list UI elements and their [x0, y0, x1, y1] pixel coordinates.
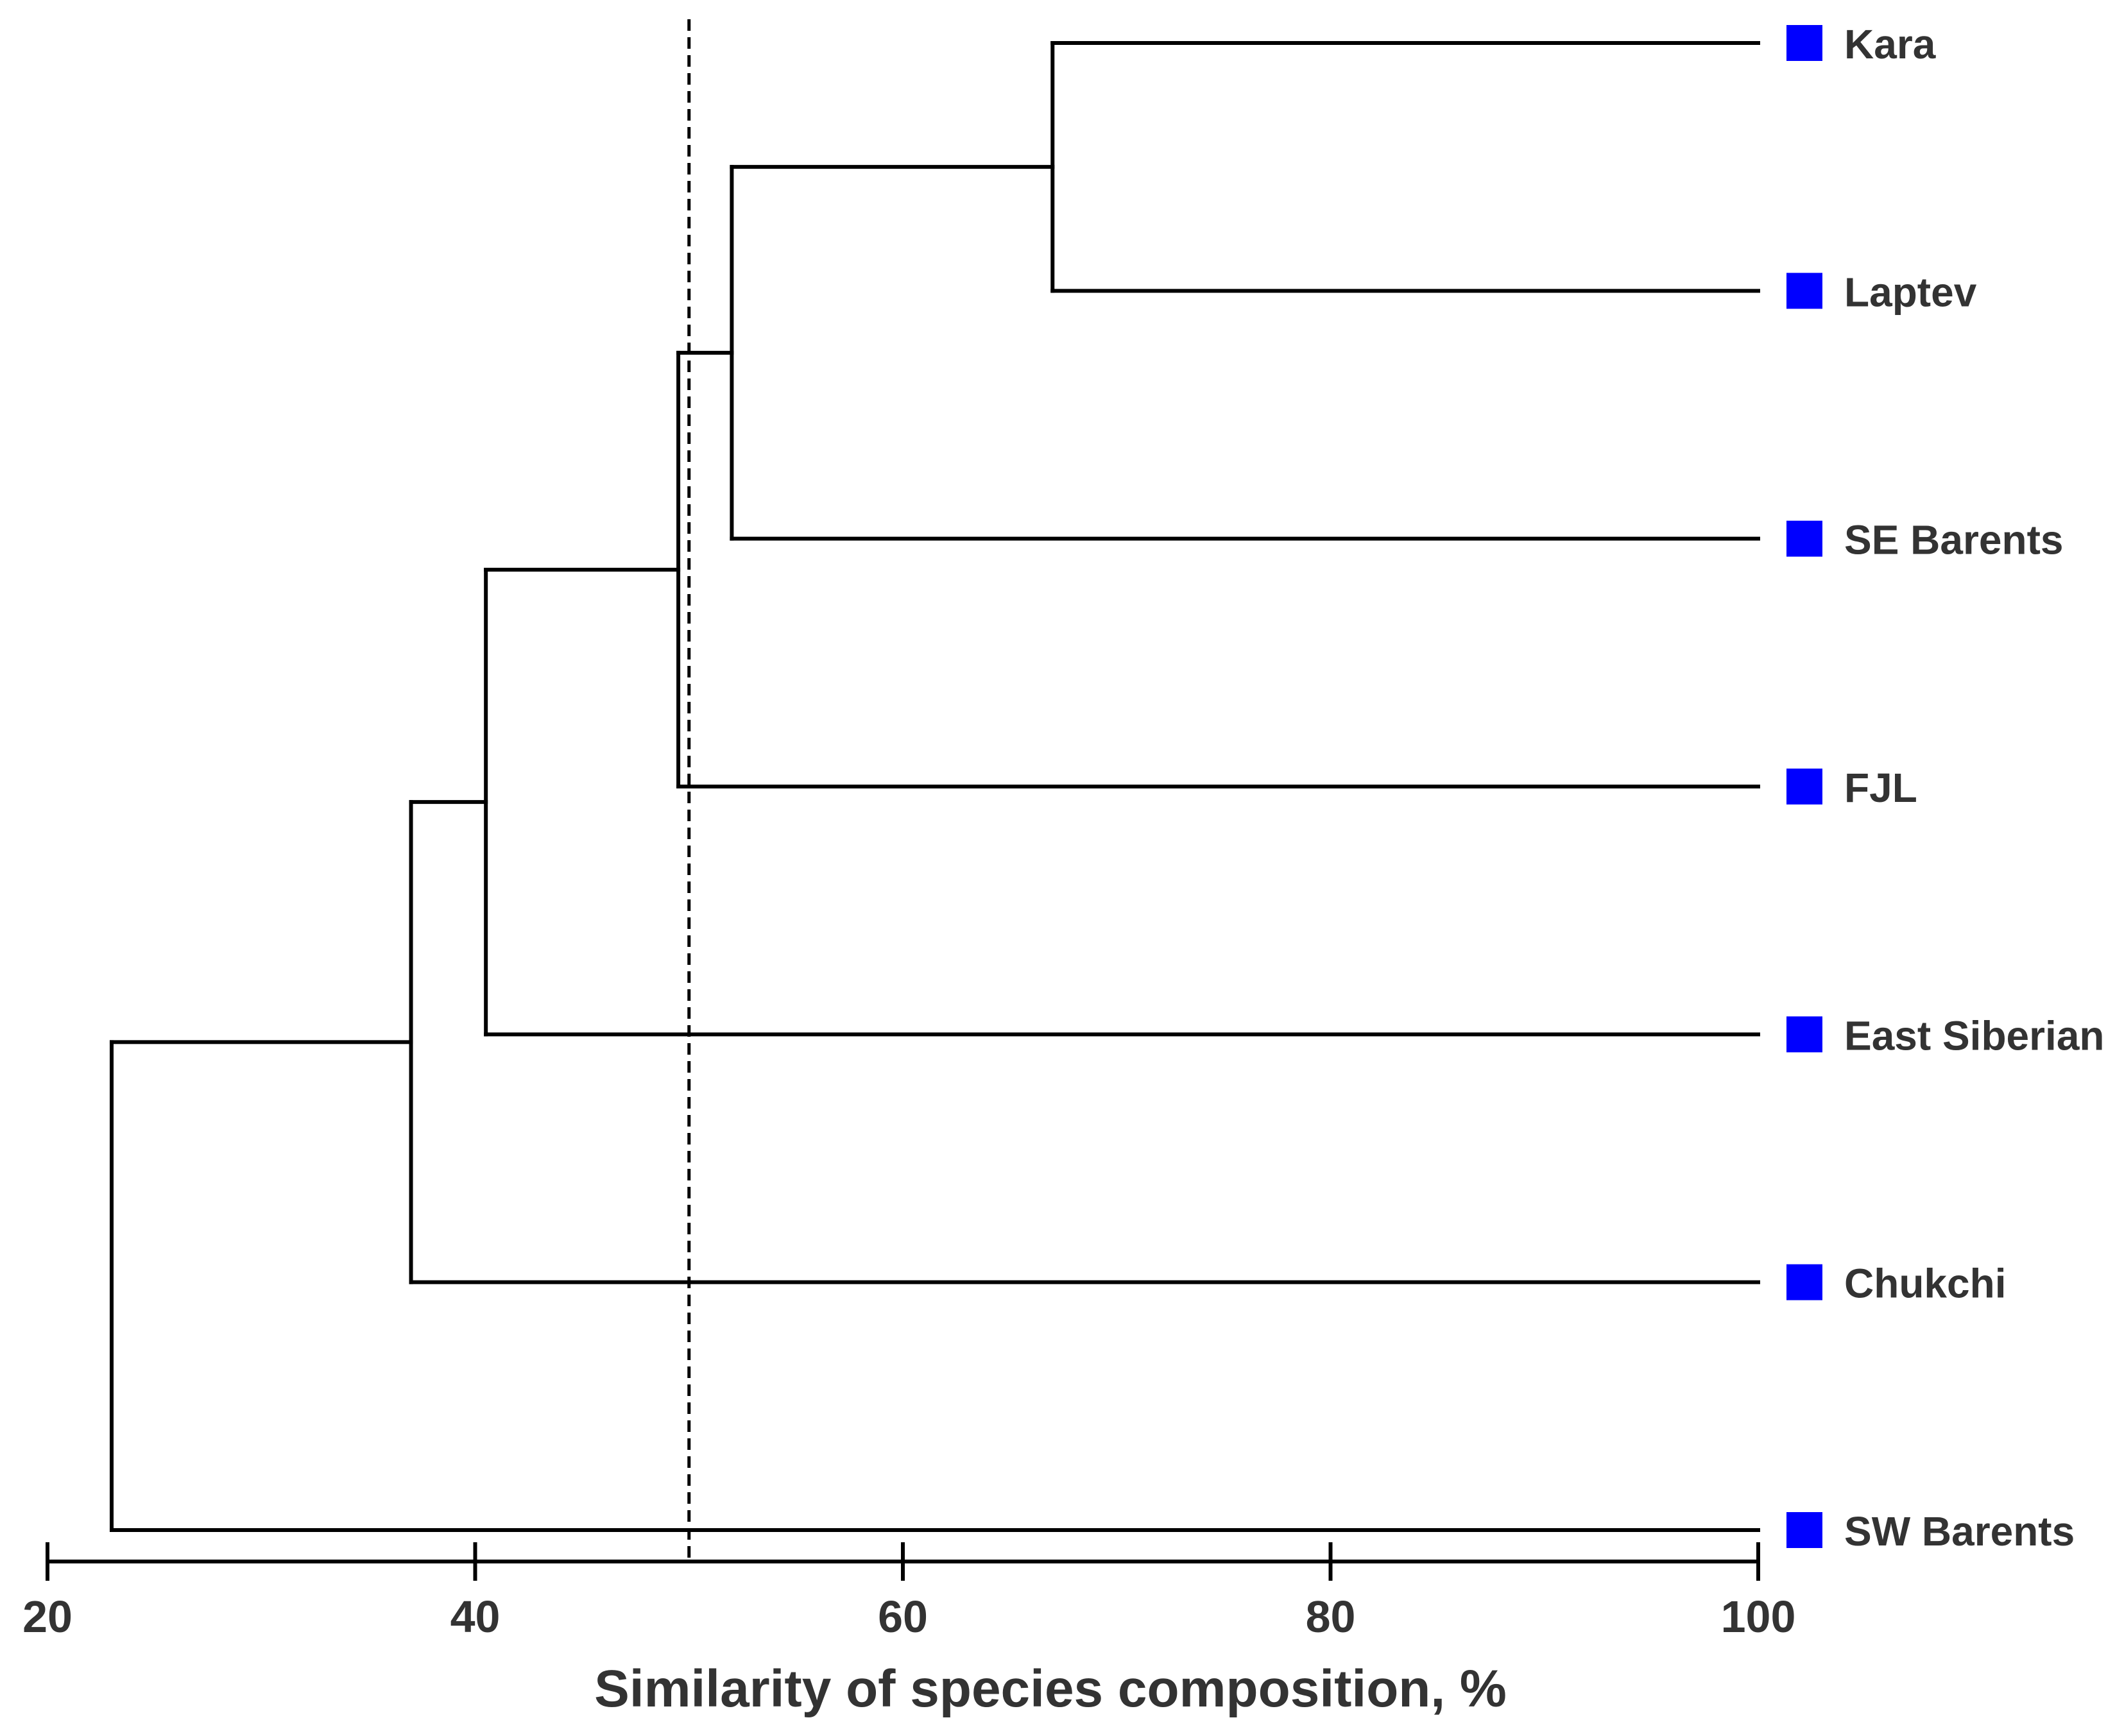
leaf-marker-se-barents	[1786, 520, 1822, 557]
x-tick-label-20: 20	[22, 1592, 73, 1642]
leaf-marker-kara	[1786, 25, 1822, 61]
leaf-label-east-siberian: East Siberian	[1844, 1012, 2105, 1059]
leaf-marker-laptev	[1786, 273, 1822, 309]
leaf-labels: Kara Laptev SE Barents FJL East Siberian Chuk…	[1786, 21, 2105, 1554]
leaf-label-sw-barents: SW Barents	[1844, 1508, 2075, 1554]
leaf-label-kara: Kara	[1844, 21, 1936, 67]
leaf-label-se-barents: SE Barents	[1844, 517, 2063, 563]
leaf-marker-fjl	[1786, 769, 1822, 804]
leaf-label-chukchi: Chukchi	[1844, 1261, 2006, 1307]
x-tick-label-40: 40	[450, 1592, 501, 1642]
leaf-marker-east-siberian	[1786, 1016, 1822, 1053]
x-axis-title: Similarity of species composition, %	[594, 1660, 1507, 1718]
dendrogram-branches	[109, 41, 1760, 1532]
leaf-label-laptev: Laptev	[1844, 269, 1977, 315]
x-axis: 20 40 60 80 100	[22, 1542, 1795, 1642]
leaf-label-fjl: FJL	[1844, 765, 1917, 811]
x-tick-label-100: 100	[1721, 1592, 1796, 1642]
x-tick-label-60: 60	[878, 1592, 928, 1642]
x-tick-label-80: 80	[1306, 1592, 1356, 1642]
leaf-marker-sw-barents	[1786, 1512, 1822, 1548]
leaf-marker-chukchi	[1786, 1264, 1822, 1300]
